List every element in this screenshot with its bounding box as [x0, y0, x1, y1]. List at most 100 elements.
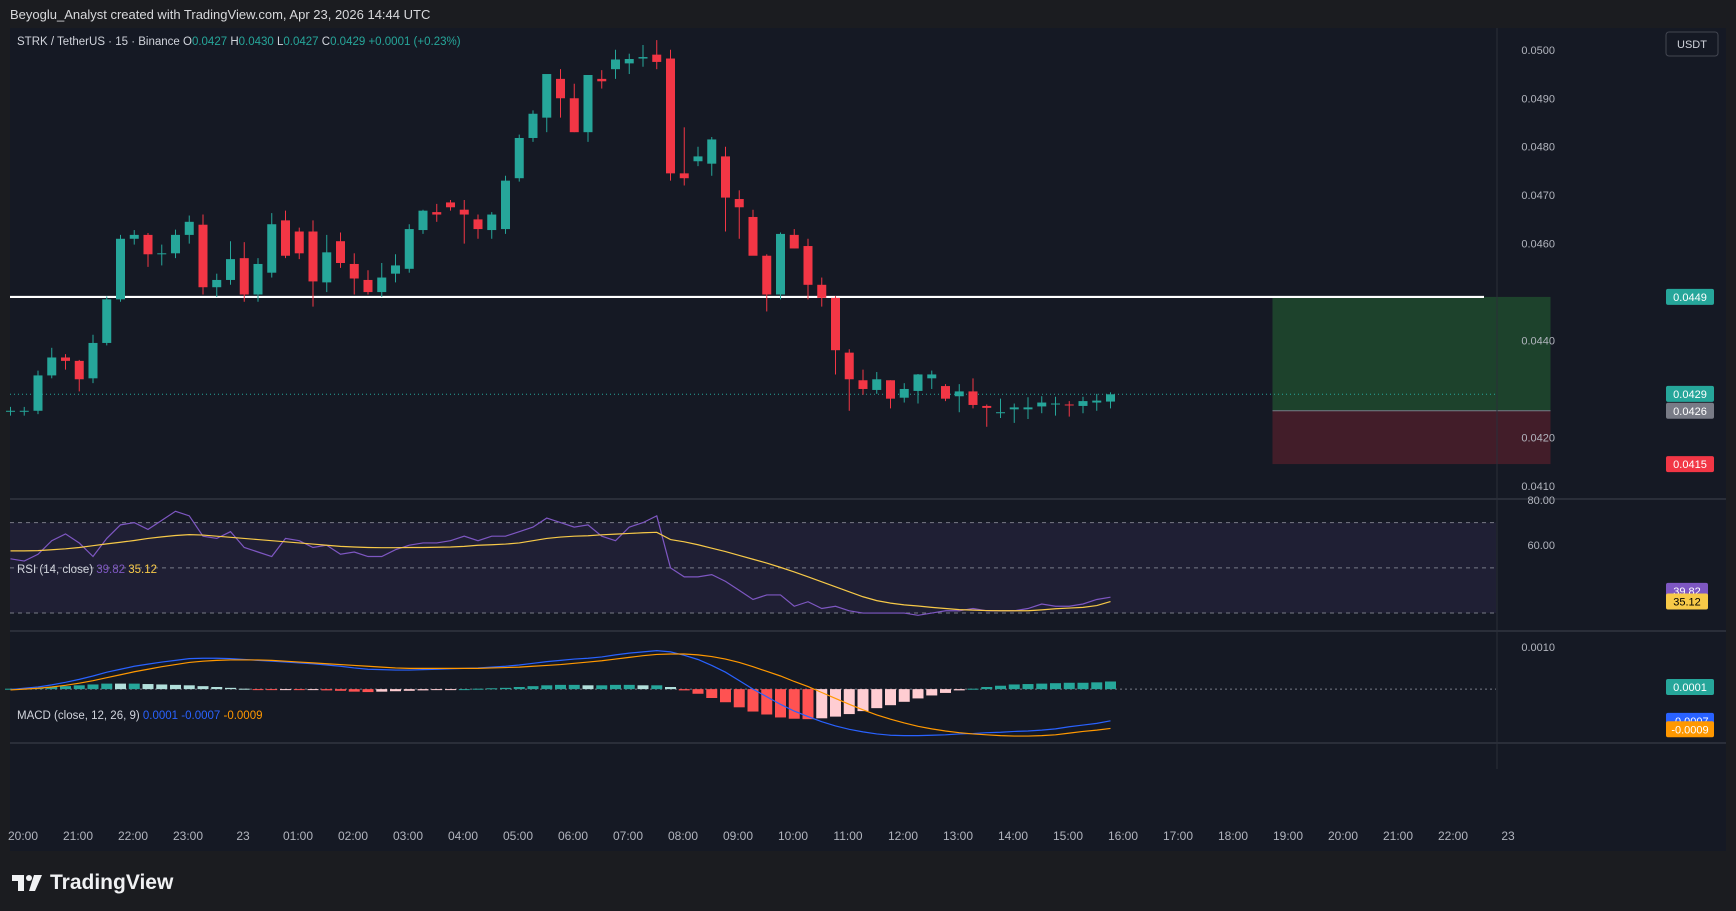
macd-badge [1666, 679, 1714, 695]
candle-body [748, 216, 758, 256]
macd-histogram-bar [73, 685, 85, 690]
rsi-ma-line [10, 531, 1111, 612]
candle [803, 238, 813, 300]
price-badge-label: 0.0429 [1673, 389, 1707, 401]
legend-part: L [277, 36, 284, 48]
candle-body [831, 297, 840, 351]
time-axis-label: 12:00 [888, 829, 918, 843]
candle-body [61, 357, 70, 361]
time-axis-label: 23:00 [173, 829, 203, 843]
candle [982, 404, 992, 427]
candle-body [1023, 407, 1033, 410]
candle [501, 175, 510, 234]
macd-histogram-bar [472, 688, 484, 690]
macd-histogram-bar [665, 687, 676, 690]
legend-part: MACD (close, 12, 26, 9) [17, 710, 143, 722]
currency-label: USDT [1677, 39, 1707, 51]
candle [184, 215, 194, 244]
macd-histogram-bar [843, 689, 855, 715]
time-axis-label: 18:00 [1218, 829, 1248, 843]
legend-part: 0.0427 [283, 36, 321, 48]
macd-histogram-bar [692, 689, 704, 694]
grid-lines [10, 28, 1726, 769]
candle-body [1106, 394, 1115, 402]
time-axis-label: 02:00 [338, 829, 368, 843]
candle [872, 372, 882, 394]
candle [102, 296, 112, 346]
macd-histogram-bar [266, 689, 278, 691]
candle-body [33, 375, 43, 411]
candle-body [762, 255, 772, 295]
candle-body [844, 352, 854, 380]
candle-body [569, 98, 579, 133]
candle-body [88, 342, 98, 379]
time-axis-label: 10:00 [778, 829, 808, 843]
candle-body [514, 137, 524, 179]
macd-histogram-bar [128, 683, 140, 690]
macd-histogram-bar [981, 687, 993, 690]
candle-body [803, 246, 813, 285]
candle [679, 127, 689, 186]
brand-name: TradingView [50, 871, 174, 894]
macd-histogram-bar [321, 689, 333, 691]
macd-histogram-bar [926, 689, 938, 696]
time-axis-label: 07:00 [613, 829, 643, 843]
macd-histogram-bar [280, 689, 291, 691]
time-axis-label: 04:00 [448, 829, 478, 843]
candle [253, 258, 263, 302]
macd-histogram-bar [871, 689, 883, 709]
symbol-legend: STRK / TetherUS · 15 · Binance O0.0427 H… [17, 36, 461, 48]
rsi-pane [10, 510, 1496, 616]
candle-body [734, 199, 744, 208]
candle [391, 254, 400, 283]
macd-histogram-bar [651, 685, 663, 690]
candle-body [281, 220, 290, 256]
header-bar: Beyoglu_Analyst created with TradingView… [0, 0, 1736, 28]
rsi-legend: RSI (14, close) 39.82 35.12 [17, 564, 157, 576]
macd-histogram-bar [513, 687, 525, 690]
candle [748, 209, 758, 256]
macd-histogram-bar [335, 689, 346, 691]
candle-body [74, 360, 84, 380]
time-axis-label: 21:00 [1383, 829, 1413, 843]
macd-histogram-bar [610, 684, 621, 690]
macd-histogram-bar [555, 684, 566, 690]
candle [143, 232, 153, 267]
candle [446, 200, 455, 211]
time-axis-label: 20:00 [8, 829, 38, 843]
macd-histogram-bar [60, 686, 71, 690]
price-pane [6, 40, 1496, 427]
candle-body [171, 234, 180, 254]
time-axis-label: 21:00 [63, 829, 93, 843]
candle-body [1078, 401, 1088, 406]
macd-histogram-bar [115, 683, 126, 690]
candle [336, 232, 345, 268]
candle [404, 224, 414, 273]
price-axis-label: 0.0410 [1521, 481, 1555, 493]
candle-body [129, 234, 139, 239]
candle-body [1037, 402, 1047, 407]
macd-histogram-bar [156, 684, 168, 690]
candle-body [102, 299, 112, 343]
macd-histogram-bar [362, 689, 374, 693]
candle-body [19, 410, 29, 412]
candle-body [459, 209, 469, 215]
macd-histogram-bar [458, 689, 470, 691]
legend-part: C [322, 36, 330, 48]
macd-histogram-bar [348, 689, 360, 692]
time-axis-label: 09:00 [723, 829, 753, 843]
macd-histogram-bar [967, 688, 979, 690]
candle-body [693, 156, 703, 162]
macd-badge-label: 0.0001 [1673, 682, 1707, 694]
candle [542, 74, 552, 133]
price-axis-label: 0.0420 [1521, 432, 1555, 444]
currency-button [1665, 31, 1719, 57]
macd-histogram-bar [1008, 684, 1020, 690]
candle-body [349, 263, 359, 279]
candle-body [501, 180, 510, 230]
footer-brand[interactable]: TradingView [12, 870, 173, 896]
candle [418, 209, 428, 234]
candle-body [707, 139, 717, 164]
candle [762, 254, 772, 312]
candle [666, 49, 675, 181]
